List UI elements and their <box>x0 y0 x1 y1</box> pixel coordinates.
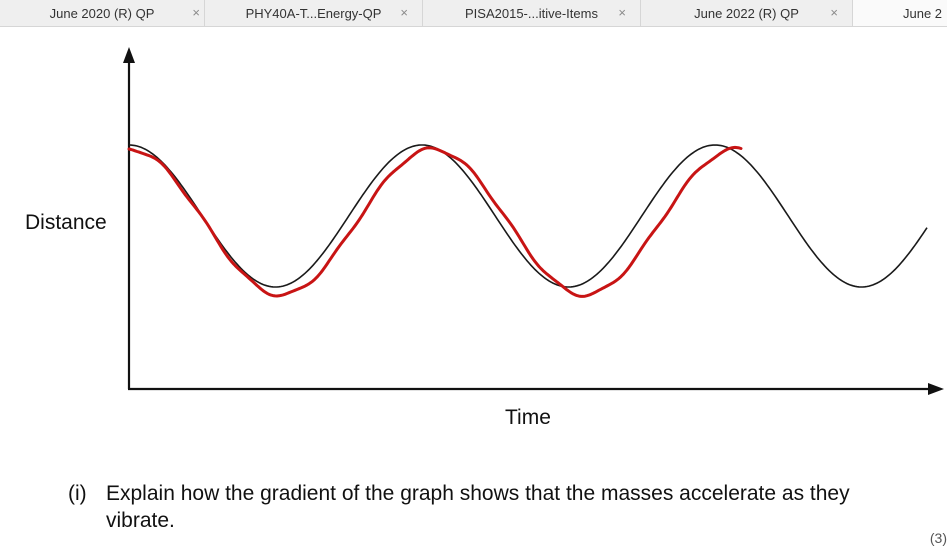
question-number: (i) <box>68 482 87 505</box>
y-axis-label: Distance <box>25 211 107 234</box>
tab-pisa2015[interactable]: PISA2015-...itive-Items × <box>423 0 641 26</box>
marks-label: (3) <box>929 530 947 546</box>
tab-june-2020[interactable]: June 2020 (R) QP × <box>0 0 205 26</box>
close-icon[interactable]: × <box>830 5 838 20</box>
y-axis-arrowhead <box>123 47 135 63</box>
x-axis-label: Time <box>505 406 551 429</box>
tab-label: June 2022 (R) QP <box>694 5 799 21</box>
tab-label: June 2020 (R) QP <box>49 5 155 21</box>
question-text: Explain how the gradient of the graph sh… <box>106 482 850 532</box>
tab-phy40a[interactable]: PHY40A-T...Energy-QP × <box>205 0 423 26</box>
printed-curve <box>128 144 928 288</box>
x-axis-arrowhead <box>928 383 944 395</box>
tab-june-partial[interactable]: June 2 <box>853 0 947 26</box>
close-icon[interactable]: × <box>400 5 408 20</box>
tab-june-2022[interactable]: June 2022 (R) QP × <box>641 0 853 26</box>
close-icon[interactable]: × <box>192 5 200 20</box>
tab-label: PHY40A-T...Energy-QP <box>245 5 382 21</box>
tab-label: June 2 <box>903 5 943 21</box>
close-icon[interactable]: × <box>618 5 626 20</box>
tab-bar: June 2020 (R) QP × PHY40A-T...Energy-QP … <box>0 0 947 27</box>
question-item: (i) Explain how the gradient of the graph… <box>68 480 908 534</box>
distance-time-graph <box>123 47 944 395</box>
tab-label: PISA2015-...itive-Items <box>465 5 598 21</box>
handdrawn-curve <box>127 145 743 298</box>
